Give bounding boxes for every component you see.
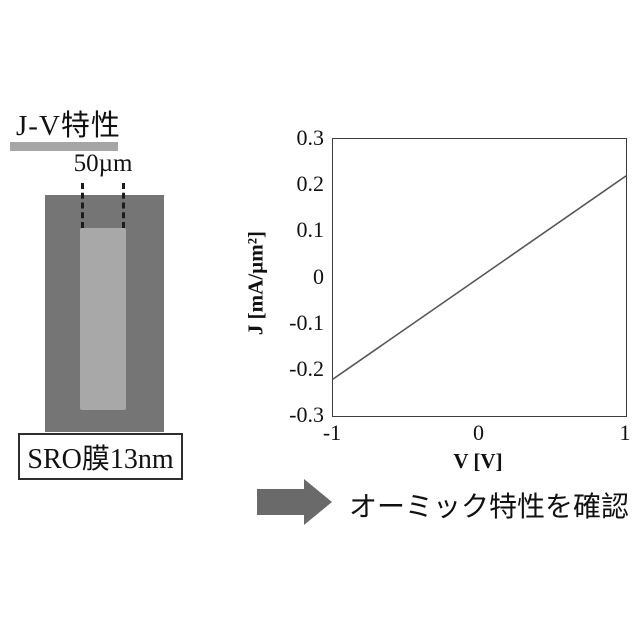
x-tick-label: 1: [619, 420, 631, 445]
page-title: J-V特性: [16, 110, 121, 142]
y-tick-label: -0.2: [289, 355, 324, 381]
jv-chart-plot-area: [332, 138, 627, 417]
conclusion-text: オーミック特性を確認: [349, 492, 630, 523]
title-underline-bar: [10, 142, 118, 151]
y-axis-title: J [mA/µm²]: [243, 230, 268, 336]
electrode-region: [80, 228, 126, 410]
jv-line-plot: [333, 175, 626, 380]
x-axis-title: V [V]: [453, 449, 503, 473]
film-label-box: SRO膜13nm: [18, 433, 183, 480]
scale-dash-line-left: [81, 183, 84, 228]
y-tick-label: 0.2: [296, 171, 325, 197]
y-tick-label: -0.3: [289, 402, 324, 427]
y-tick-label: 0.1: [296, 217, 325, 243]
right-block-arrow-icon: [257, 479, 332, 525]
film-label: SRO膜13nm: [27, 443, 174, 475]
x-tick-label: 0: [473, 420, 484, 445]
scale-label: 50µm: [73, 150, 133, 177]
y-tick-label: -0.1: [289, 309, 324, 335]
data-line: [333, 175, 626, 380]
y-tick-label: 0: [313, 263, 324, 289]
x-tick-label: -1: [322, 420, 342, 445]
scale-dash-line-right: [122, 183, 125, 228]
y-tick-label: 0.3: [296, 125, 325, 150]
